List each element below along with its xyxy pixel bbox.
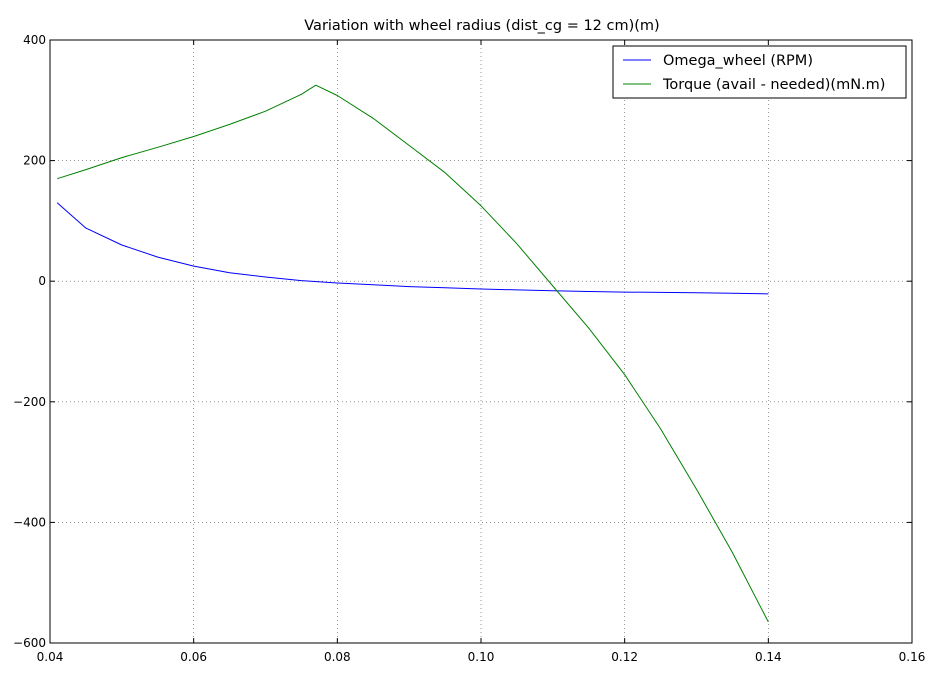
axis-ticks: 0.04 0.06 0.08 0.10 0.12 0.14 0.16 400 200 0 −200 −… [13, 33, 925, 664]
grid-lines [50, 40, 912, 643]
x-tick-label: 0.12 [611, 650, 638, 664]
legend: Omega_wheel (RPM) Torque (avail - needed)… [612, 45, 907, 99]
y-tick-label: 400 [23, 33, 46, 47]
y-tick-label: 0 [38, 274, 46, 288]
series-line-omega-wheel [56, 202, 769, 295]
x-tick-label: 0.14 [755, 650, 782, 664]
legend-box [612, 45, 907, 99]
y-tick-label: 200 [23, 154, 46, 168]
y-tick-label: −600 [13, 636, 46, 650]
x-tick-label: 0.04 [37, 650, 64, 664]
legend-label: Omega_wheel (RPM) [663, 53, 813, 69]
series-line-torque [57, 84, 769, 623]
chart-title: Variation with wheel radius (dist_cg = 1… [304, 18, 659, 34]
x-tick-label: 0.06 [180, 650, 207, 664]
legend-label: Torque (avail - needed)(mN.m) [662, 77, 885, 93]
x-tick-label: 0.10 [468, 650, 495, 664]
y-tick-label: −200 [13, 395, 46, 409]
x-tick-label: 0.16 [899, 650, 926, 664]
y-tick-label: −400 [13, 515, 46, 529]
x-tick-label: 0.08 [324, 650, 351, 664]
series-lines [56, 84, 769, 623]
